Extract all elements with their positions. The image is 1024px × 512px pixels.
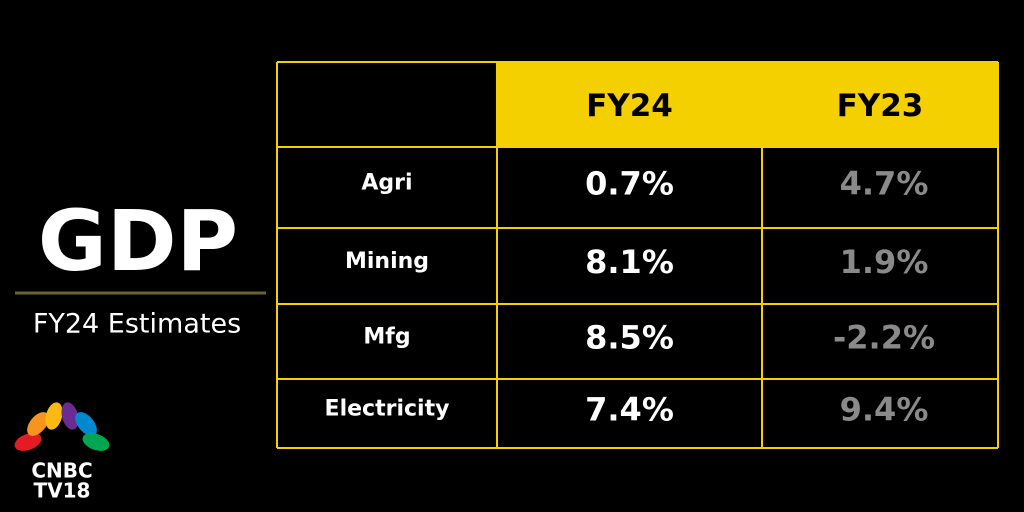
cell-value: 9.4% [840, 391, 929, 429]
row-label: Mining [345, 249, 429, 274]
table: FY24 FY23 Agri 0.7% 4.7% Mining 8.1% 1.9% Mfg 8.5… [276, 61, 999, 449]
title: GDP [38, 192, 238, 290]
cell-value: 8.1% [585, 243, 674, 281]
feather [61, 402, 79, 430]
peacock [14, 402, 110, 451]
cell-value: 8.5% [585, 319, 674, 357]
cell-value: 1.9% [840, 243, 929, 281]
feather [82, 433, 110, 451]
row-label: Mfg [363, 325, 410, 350]
subtitle: FY24 Estimates [33, 309, 241, 340]
feather [45, 402, 63, 430]
cell-value: 0.7% [585, 165, 674, 203]
feather [27, 412, 49, 436]
cell-value: 7.4% [585, 391, 674, 429]
feather [75, 412, 97, 436]
column-header: FY24 [586, 88, 673, 124]
logo-text: CNBC [31, 459, 92, 483]
feather [14, 433, 42, 451]
cell-value: 4.7% [840, 165, 929, 203]
row-label: Agri [361, 171, 412, 196]
logo-text: TV18 [34, 479, 91, 503]
row-label: Electricity [325, 397, 450, 422]
cell-value: -2.2% [833, 319, 935, 357]
logo: CNBC TV18 [14, 402, 110, 503]
column-header: FY23 [837, 88, 924, 124]
header-fill [497, 62, 998, 147]
